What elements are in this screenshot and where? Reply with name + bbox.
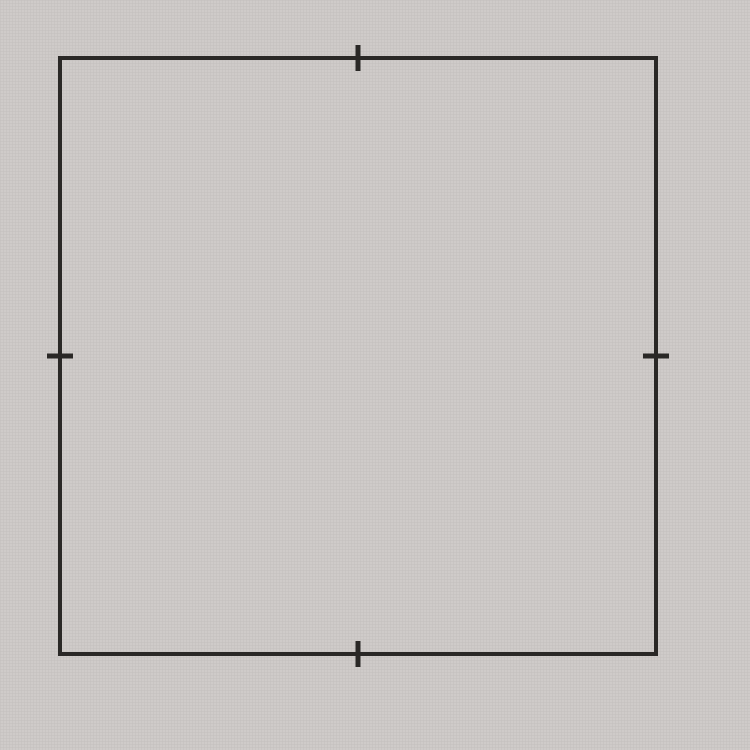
square-diagram: [0, 0, 750, 750]
diagram-canvas: [0, 0, 750, 750]
background-grid: [0, 0, 750, 750]
